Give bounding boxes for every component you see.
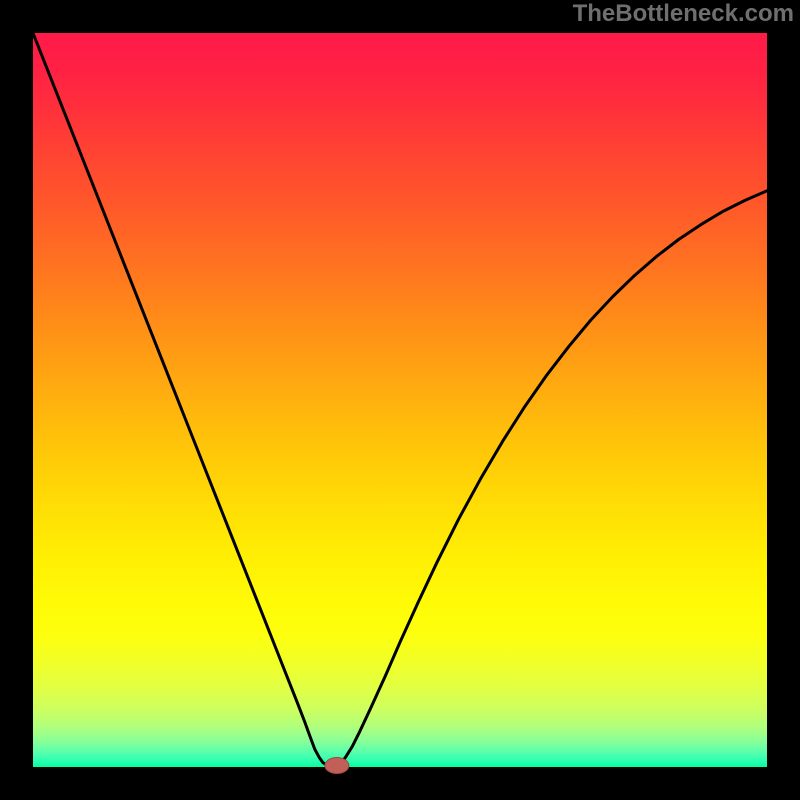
watermark-text: TheBottleneck.com xyxy=(573,0,794,28)
chart-container: TheBottleneck.com xyxy=(0,0,800,800)
plot-background xyxy=(33,33,767,767)
optimal-point-marker xyxy=(325,758,349,774)
bottleneck-chart xyxy=(0,0,800,800)
